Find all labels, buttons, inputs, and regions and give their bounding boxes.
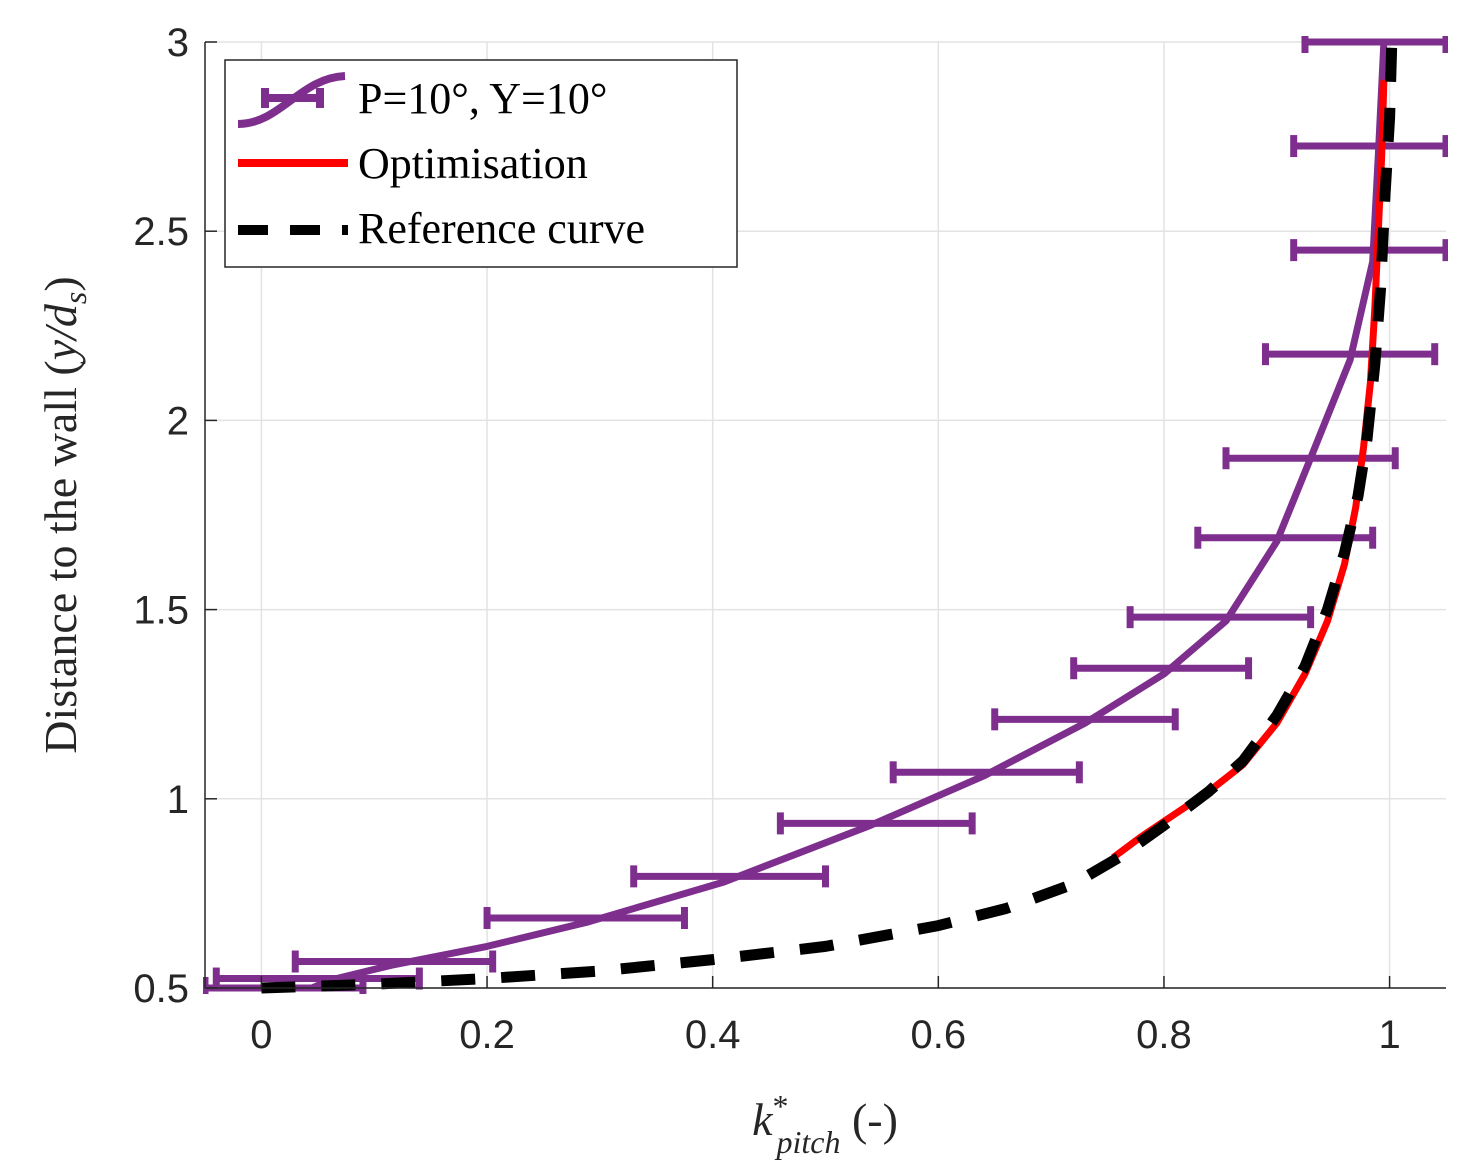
legend-entry-experiment: P=10°, Y=10°	[237, 72, 607, 128]
x-label-sub: pitch	[774, 1124, 840, 1160]
axes	[204, 41, 1446, 989]
series-layer	[203, 36, 1448, 994]
x-tick-label-1: 0.2	[459, 1013, 515, 1057]
x-tick-labels: 0 0.2 0.4 0.6 0.8 1	[250, 1013, 1400, 1057]
y-tick-label-1: 1	[167, 778, 189, 822]
x-tick-label-0: 0	[250, 1013, 272, 1057]
legend-label-optimisation: Optimisation	[358, 139, 588, 188]
legend-entry-reference: Reference curve	[238, 204, 645, 253]
y-tick-label-0: 0.5	[133, 967, 189, 1011]
x-tick-label-2: 0.4	[685, 1013, 741, 1057]
legend-label-experiment: P=10°, Y=10°	[358, 74, 607, 123]
x-axis-label: k* pitch (-)	[752, 1088, 898, 1160]
x-tick-label-4: 0.8	[1136, 1013, 1192, 1057]
x-tick-label-3: 0.6	[911, 1013, 967, 1057]
y-tick-label-5: 3	[167, 21, 189, 65]
series-line-2	[261, 41, 1398, 994]
x-label-unit: (-)	[840, 1094, 897, 1145]
y-label-var: y/d	[35, 303, 86, 364]
y-tick-label-3: 2	[167, 399, 189, 443]
x-label-sup: *	[772, 1088, 788, 1124]
series-line-0	[310, 41, 1388, 992]
y-label-sub: s	[57, 292, 93, 304]
y-tick-label-2: 1.5	[133, 589, 189, 633]
y-axis-label: Distance to the wall (y/ds)	[35, 276, 93, 753]
y-tick-label-4: 2.5	[133, 210, 189, 254]
y-label-prefix: Distance to the wall (	[35, 360, 86, 753]
series-2	[261, 41, 1398, 994]
y-label-suffix: )	[35, 276, 86, 291]
legend-entry-optimisation: Optimisation	[238, 139, 588, 188]
x-tick-label-5: 1	[1378, 1013, 1400, 1057]
legend: P=10°, Y=10° Optimisation Reference curv…	[224, 59, 738, 268]
legend-label-reference: Reference curve	[358, 204, 645, 253]
y-tick-labels: 0.5 1 1.5 2 2.5 3	[133, 21, 189, 1011]
x-label-base: k	[752, 1094, 774, 1145]
